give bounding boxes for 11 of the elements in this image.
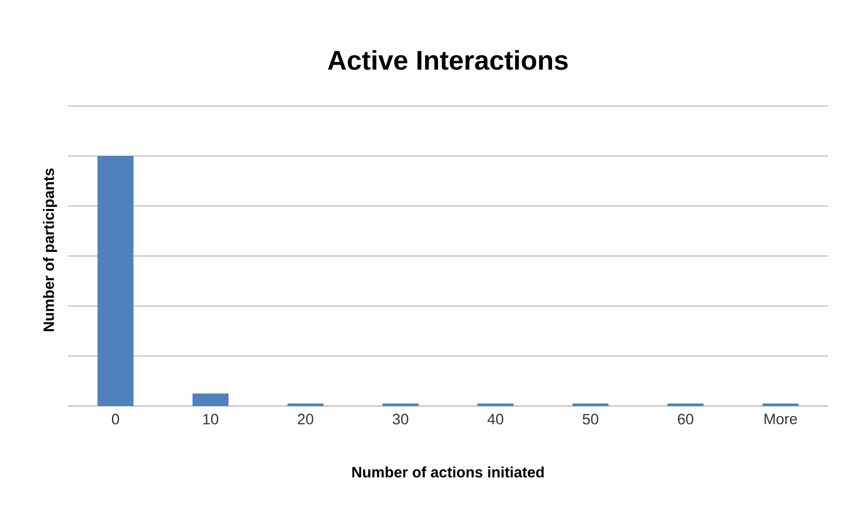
x-tick-label: 50 [582,414,598,424]
x-tick-label: 10 [203,414,218,424]
chart-title: Active Interactions [328,50,568,70]
x-tick-label: 60 [678,414,694,424]
x-tick-label: 30 [392,414,408,424]
x-tick-label: 0 [112,414,120,424]
y-axis-title: Number of participants [43,168,57,332]
x-tick-label: 40 [488,414,504,424]
x-tick-label: 20 [298,414,314,424]
x-tick-label: More [764,414,797,424]
x-axis-title: Number of actions initiated [352,466,544,478]
